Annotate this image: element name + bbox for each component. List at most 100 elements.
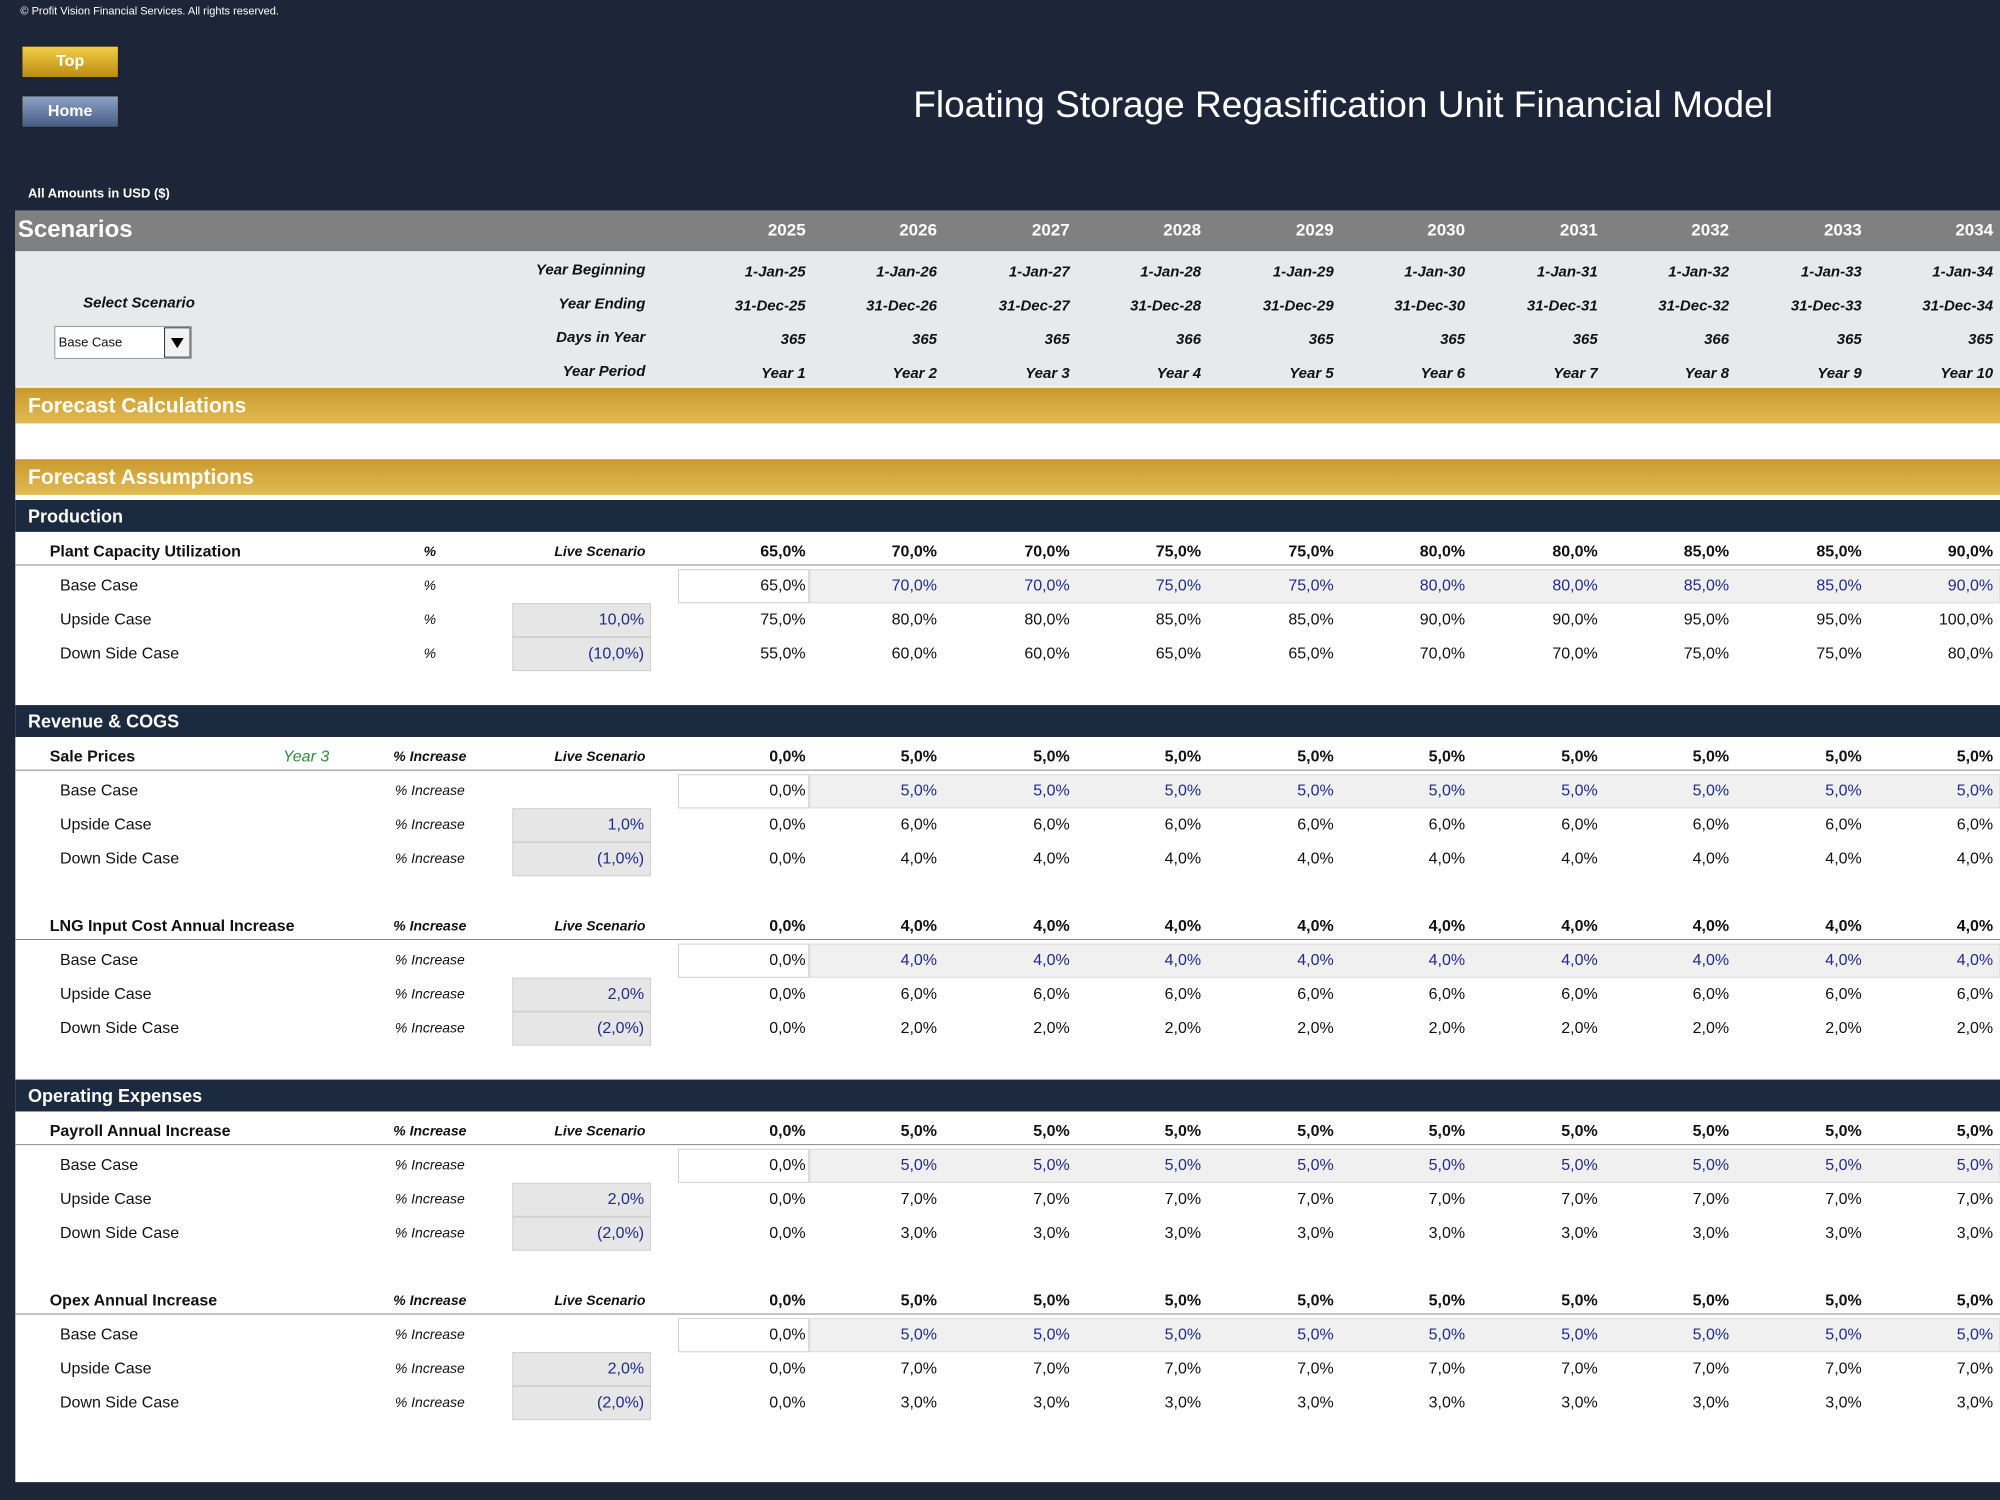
case-value: 2,0% [1825, 1020, 1861, 1037]
case-value: 7,0% [1429, 1360, 1465, 1377]
case-value: 6,0% [1825, 816, 1861, 833]
live-value: 4,0% [1825, 918, 1861, 935]
case-value: 80,0% [892, 611, 937, 628]
adjustment-cell[interactable] [512, 1011, 652, 1046]
group-title: Revenue & COGS [28, 712, 179, 732]
case-name: Upside Case [60, 1191, 152, 1208]
case-value: 65,0% [1288, 645, 1333, 662]
case-value: 3,0% [1033, 1225, 1069, 1242]
adjustment-cell[interactable] [512, 1352, 652, 1387]
live-value: 80,0% [1420, 544, 1465, 561]
item-name: Sale Prices [50, 749, 136, 766]
live-value: 5,0% [1033, 1123, 1069, 1140]
case-value: 6,0% [1429, 986, 1465, 1003]
case-value: 85,0% [1156, 611, 1201, 628]
item-unit: % [424, 543, 437, 559]
case-value: 80,0% [1024, 611, 1069, 628]
case-value: 100,0% [1939, 611, 1993, 628]
live-value: 4,0% [1693, 918, 1729, 935]
case-value: 6,0% [1033, 986, 1069, 1003]
case-value: 85,0% [1816, 577, 1861, 594]
item-name: Plant Capacity Utilization [50, 544, 241, 561]
live-value: 5,0% [1693, 749, 1729, 766]
live-value: 5,0% [1165, 1292, 1201, 1309]
case-value: 7,0% [1693, 1191, 1729, 1208]
case-value: 5,0% [1165, 1157, 1201, 1174]
case-value: 2,0% [1165, 1020, 1201, 1037]
case-value: 3,0% [1297, 1394, 1333, 1411]
case-value: 7,0% [1165, 1191, 1201, 1208]
timeline-value: Year 9 [1817, 365, 1862, 382]
case-value: 0,0% [769, 986, 805, 1003]
timeline-value: 1-Jan-32 [1668, 263, 1730, 280]
title: Floating Storage Regasification Unit Fin… [913, 84, 1773, 125]
live-value: 5,0% [1561, 1292, 1597, 1309]
adjustment-cell[interactable] [512, 1385, 652, 1421]
year-header: 2032 [1691, 220, 1729, 239]
nav-button[interactable] [20, 94, 120, 129]
adjustment-cell[interactable] [512, 808, 652, 843]
adjustment-cell[interactable] [512, 842, 652, 877]
case-unit: % Increase [395, 1157, 465, 1173]
timeline-value: 365 [1573, 331, 1599, 348]
live-label: Live Scenario [554, 1123, 645, 1139]
case-unit: % Increase [395, 951, 465, 967]
copyright: © Profit Vision Financial Services. All … [20, 5, 279, 17]
case-value: 6,0% [1693, 986, 1729, 1003]
nav-button[interactable] [20, 45, 120, 79]
live-value: 0,0% [769, 1123, 805, 1140]
case-value: 4,0% [1429, 952, 1465, 969]
item-unit: % Increase [393, 917, 466, 933]
timeline-value: Year 8 [1685, 365, 1730, 382]
live-value: 4,0% [1957, 918, 1993, 935]
live-value: 5,0% [1033, 749, 1069, 766]
timeline-label: Year Beginning [536, 261, 645, 278]
timeline-value: 365 [1837, 331, 1863, 348]
live-value: 4,0% [1429, 918, 1465, 935]
live-value: 5,0% [1825, 1292, 1861, 1309]
case-value: 4,0% [901, 850, 937, 867]
case-value: 3,0% [1429, 1394, 1465, 1411]
case-value: 3,0% [1033, 1394, 1069, 1411]
case-value: 7,0% [1033, 1360, 1069, 1377]
adjustment-value: (10,0%) [588, 645, 644, 662]
case-value: 3,0% [1165, 1394, 1201, 1411]
live-value: 5,0% [1033, 1292, 1069, 1309]
item-tag: Year 3 [283, 749, 329, 766]
case-value: 75,0% [1816, 645, 1861, 662]
adjustment-cell[interactable] [512, 636, 652, 672]
adjustment-cell[interactable] [512, 1182, 652, 1217]
adjustment-value: 10,0% [599, 611, 644, 628]
case-value: 6,0% [1165, 816, 1201, 833]
adjustment-cell[interactable] [512, 603, 652, 638]
case-name: Down Side Case [60, 1020, 179, 1037]
case-unit: % Increase [395, 1360, 465, 1376]
live-value: 4,0% [1297, 918, 1333, 935]
case-value: 4,0% [1297, 952, 1333, 969]
case-unit: % Increase [395, 1019, 465, 1035]
scenario-selected: Base Case [59, 335, 123, 350]
adjustment-value: 2,0% [608, 1360, 644, 1377]
case-value: 6,0% [1957, 986, 1993, 1003]
case-value: 5,0% [1957, 1326, 1993, 1343]
case-name: Base Case [60, 1157, 138, 1174]
case-unit: % Increase [395, 1190, 465, 1206]
year-header: 2025 [768, 220, 806, 239]
case-value: 0,0% [769, 1326, 805, 1343]
adjustment-cell[interactable] [512, 977, 652, 1012]
case-value: 0,0% [769, 816, 805, 833]
case-value: 4,0% [1825, 952, 1861, 969]
case-value: 3,0% [1825, 1225, 1861, 1242]
case-value: 3,0% [1165, 1225, 1201, 1242]
amounts-note: All Amounts in USD ($) [28, 185, 170, 200]
case-value: 0,0% [769, 1020, 805, 1037]
case-value: 5,0% [1033, 1157, 1069, 1174]
live-value: 80,0% [1552, 544, 1597, 561]
case-value: 75,0% [760, 611, 805, 628]
adjustment-cell[interactable] [512, 1216, 652, 1251]
case-value: 6,0% [1561, 816, 1597, 833]
case-value: 0,0% [769, 1191, 805, 1208]
case-value: 75,0% [1288, 577, 1333, 594]
timeline-value: 31-Dec-34 [1922, 297, 1994, 314]
case-value: 5,0% [1429, 783, 1465, 800]
